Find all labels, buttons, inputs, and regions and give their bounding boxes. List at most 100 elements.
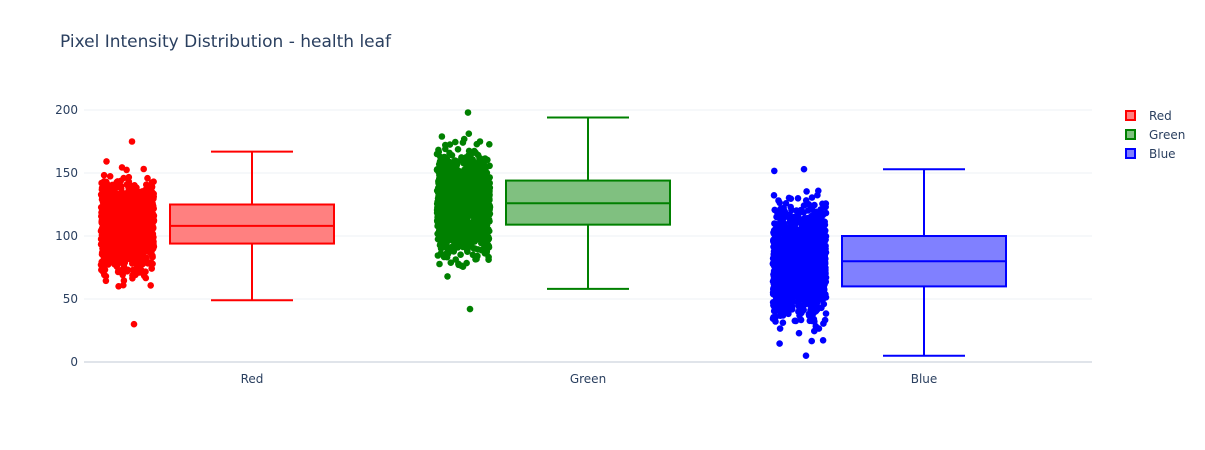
data-point xyxy=(144,174,151,182)
data-point xyxy=(131,182,138,189)
data-point xyxy=(787,203,794,211)
box-iqr xyxy=(169,203,335,245)
data-point xyxy=(452,138,459,146)
data-point xyxy=(433,166,441,173)
data-point xyxy=(771,220,778,227)
data-point xyxy=(464,248,471,255)
data-point xyxy=(485,226,492,233)
x-tick-label: Blue xyxy=(911,372,938,386)
data-point xyxy=(479,178,487,185)
legend-item-green[interactable]: Green xyxy=(1125,125,1185,144)
data-point xyxy=(808,194,816,201)
data-point xyxy=(437,153,444,161)
data-point xyxy=(116,221,124,229)
data-point xyxy=(483,189,491,197)
data-point xyxy=(459,226,467,233)
data-point xyxy=(100,263,107,271)
data-point xyxy=(803,278,810,286)
data-point xyxy=(121,209,128,216)
data-point xyxy=(777,224,784,231)
data-point xyxy=(149,209,156,217)
data-point xyxy=(147,282,154,289)
data-point xyxy=(785,194,793,202)
data-point xyxy=(144,259,152,267)
data-point xyxy=(800,243,808,250)
data-point xyxy=(445,217,453,225)
data-point xyxy=(448,152,456,159)
data-point xyxy=(476,154,484,162)
data-point xyxy=(466,305,474,313)
data-point xyxy=(129,200,137,208)
data-point xyxy=(808,294,815,301)
data-point xyxy=(103,180,111,187)
data-point xyxy=(451,236,458,243)
data-point xyxy=(795,273,803,281)
data-point xyxy=(817,289,825,297)
data-point xyxy=(475,166,483,174)
data-point xyxy=(819,211,827,219)
data-point xyxy=(462,167,469,175)
data-point xyxy=(481,250,489,257)
data-point xyxy=(141,201,149,209)
data-point xyxy=(473,179,481,186)
data-point xyxy=(143,208,151,215)
data-point xyxy=(442,145,449,153)
data-point xyxy=(148,230,156,237)
data-point xyxy=(802,197,810,204)
data-point xyxy=(802,352,810,360)
legend-label-green: Green xyxy=(1149,127,1186,142)
data-point xyxy=(434,204,442,211)
data-point xyxy=(770,227,778,234)
data-point xyxy=(795,329,803,337)
data-point xyxy=(819,337,827,344)
data-point xyxy=(142,268,149,276)
data-point xyxy=(480,210,487,218)
data-point xyxy=(793,207,800,214)
data-point xyxy=(106,173,114,180)
data-point xyxy=(438,215,446,222)
data-point xyxy=(771,167,778,175)
data-point xyxy=(792,317,800,325)
data-point xyxy=(807,302,814,309)
data-point xyxy=(124,245,131,252)
data-point xyxy=(457,251,464,258)
legend-label-red: Red xyxy=(1149,108,1172,123)
data-point xyxy=(471,234,479,241)
data-point xyxy=(465,232,473,240)
legend-swatch-blue xyxy=(1125,148,1136,159)
data-point xyxy=(140,165,147,173)
data-point xyxy=(813,253,820,260)
legend-item-red[interactable]: Red xyxy=(1125,106,1185,125)
data-point xyxy=(809,264,816,272)
data-point xyxy=(128,138,136,145)
data-point xyxy=(448,187,455,194)
data-point xyxy=(789,220,797,227)
data-point xyxy=(129,220,137,228)
legend: Red Green Blue xyxy=(1125,106,1185,163)
data-point xyxy=(108,231,116,238)
data-point xyxy=(452,220,460,227)
data-point xyxy=(435,230,442,237)
data-point xyxy=(778,278,785,286)
legend-item-blue[interactable]: Blue xyxy=(1125,144,1185,163)
data-point xyxy=(118,164,126,171)
data-point xyxy=(800,294,808,302)
data-point xyxy=(130,320,138,328)
data-point xyxy=(445,165,452,172)
data-point xyxy=(463,191,471,198)
data-point xyxy=(813,278,820,285)
data-point xyxy=(485,256,492,264)
data-point xyxy=(820,263,828,270)
data-point xyxy=(117,185,125,193)
data-point xyxy=(121,267,128,275)
data-point xyxy=(469,186,477,194)
data-point xyxy=(469,204,477,212)
data-point xyxy=(125,173,133,181)
data-point xyxy=(446,236,454,243)
data-point xyxy=(803,188,810,195)
data-point xyxy=(822,269,829,276)
data-point xyxy=(450,169,458,176)
data-point xyxy=(134,215,141,222)
data-point xyxy=(446,141,454,148)
data-point xyxy=(780,204,787,212)
